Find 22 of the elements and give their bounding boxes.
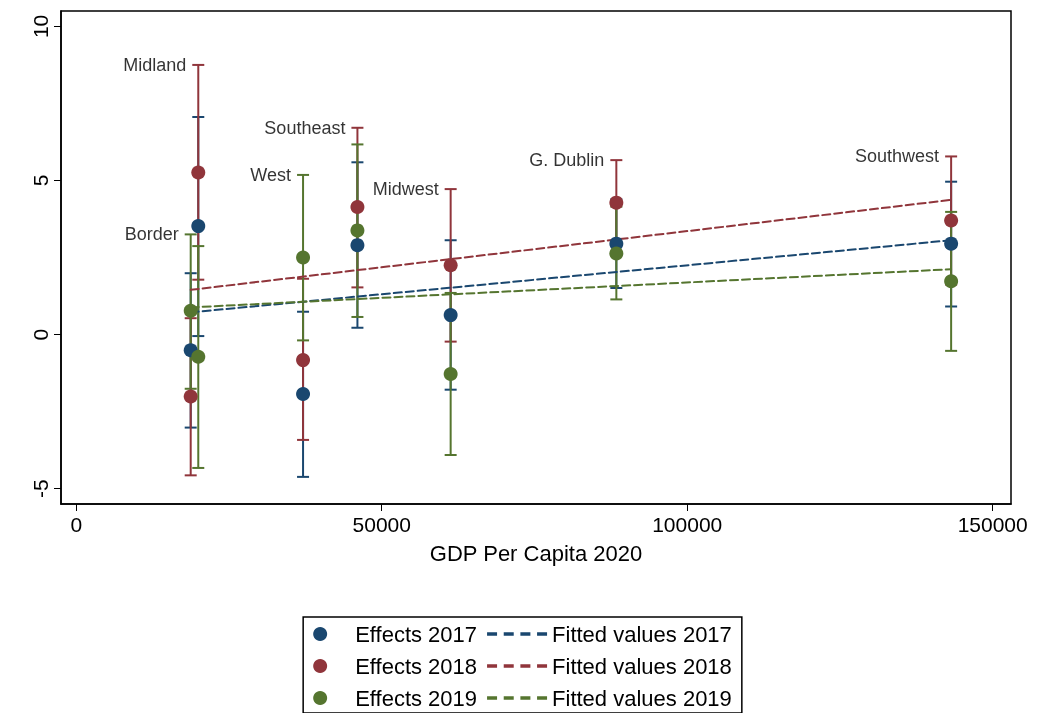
legend-label: Fitted values 2019 [552, 685, 732, 711]
annotation: West [250, 164, 292, 185]
annotation: Border [124, 224, 179, 245]
annotation: Midland [123, 54, 187, 75]
legend-label: Fitted values 2017 [552, 621, 732, 647]
legend-label: Fitted values 2018 [552, 653, 732, 679]
legend-label: Effects 2018 [355, 653, 478, 679]
annotation: G. Dublin [529, 150, 605, 171]
annotation: Southwest [855, 146, 940, 167]
x-axis-title: GDP Per Capita 2020 [429, 540, 643, 566]
y-tick-label: -5 [29, 479, 52, 498]
annotation: Southeast [264, 117, 346, 138]
y-tick-label: 10 [29, 14, 52, 39]
legend-label: Effects 2017 [355, 621, 478, 647]
x-tick-label: 100000 [652, 513, 723, 536]
y-tick-label: 0 [29, 328, 52, 341]
x-tick-label: 150000 [957, 513, 1028, 536]
annotation: Midwest [372, 179, 439, 200]
y-tick-label: 5 [29, 174, 52, 187]
legend-label: Effects 2019 [355, 685, 478, 711]
x-tick-label: 0 [70, 513, 83, 536]
x-tick-label: 50000 [352, 513, 411, 536]
